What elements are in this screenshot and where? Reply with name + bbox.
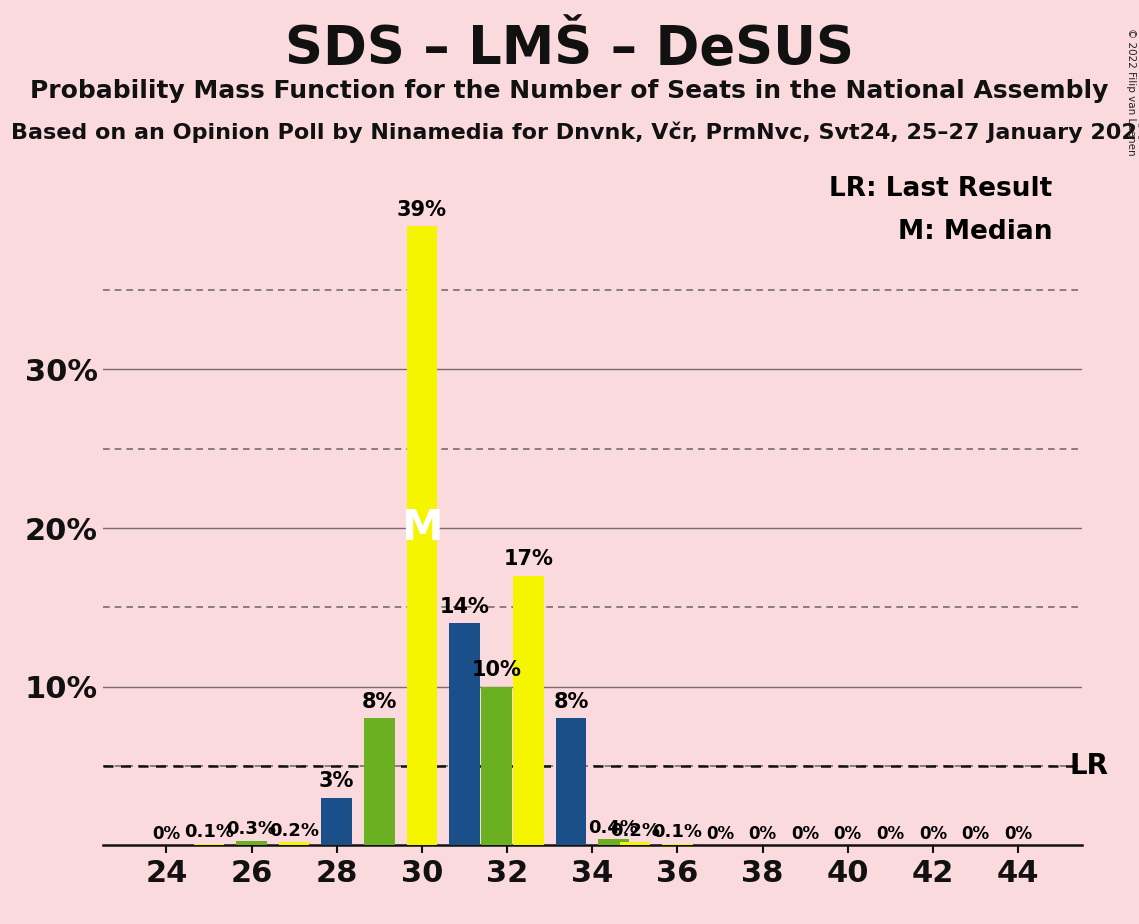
- Bar: [513, 576, 543, 845]
- Bar: [620, 843, 650, 845]
- Bar: [364, 719, 395, 845]
- Text: 8%: 8%: [554, 692, 589, 712]
- Text: 0%: 0%: [706, 825, 735, 843]
- Text: 14%: 14%: [440, 597, 490, 617]
- Text: M: Median: M: Median: [898, 219, 1052, 245]
- Bar: [407, 226, 437, 845]
- Text: 0.4%: 0.4%: [589, 819, 639, 837]
- Text: Based on an Opinion Poll by Ninamedia for Dnvnk, Včr, PrmNvc, Svt24, 25–27 Janua: Based on an Opinion Poll by Ninamedia fo…: [11, 122, 1139, 143]
- Text: 0.2%: 0.2%: [269, 822, 319, 840]
- Text: 3%: 3%: [319, 772, 354, 792]
- Text: 0%: 0%: [834, 825, 862, 843]
- Bar: [662, 844, 693, 845]
- Text: Probability Mass Function for the Number of Seats in the National Assembly: Probability Mass Function for the Number…: [31, 79, 1108, 103]
- Text: 0%: 0%: [876, 825, 904, 843]
- Bar: [598, 839, 629, 845]
- Text: © 2022 Filip van Laenen: © 2022 Filip van Laenen: [1125, 28, 1136, 155]
- Text: SDS – LMŠ – DeSUS: SDS – LMŠ – DeSUS: [285, 23, 854, 75]
- Text: 8%: 8%: [362, 692, 398, 712]
- Bar: [556, 719, 587, 845]
- Bar: [279, 843, 310, 845]
- Bar: [194, 844, 224, 845]
- Text: LR: LR: [1070, 752, 1108, 780]
- Text: 0%: 0%: [748, 825, 777, 843]
- Text: LR: Last Result: LR: Last Result: [829, 176, 1052, 201]
- Text: M: M: [401, 507, 443, 549]
- Text: 0.1%: 0.1%: [185, 823, 233, 842]
- Bar: [481, 687, 511, 845]
- Bar: [449, 624, 480, 845]
- Text: 0%: 0%: [1005, 825, 1032, 843]
- Text: 10%: 10%: [472, 661, 522, 680]
- Text: 0.3%: 0.3%: [227, 821, 277, 838]
- Bar: [321, 797, 352, 845]
- Text: 0%: 0%: [153, 825, 180, 843]
- Text: 17%: 17%: [503, 549, 554, 569]
- Text: 0.1%: 0.1%: [653, 823, 703, 842]
- Text: 39%: 39%: [396, 201, 446, 220]
- Bar: [236, 841, 267, 845]
- Text: 0.2%: 0.2%: [609, 822, 659, 840]
- Text: 0%: 0%: [961, 825, 990, 843]
- Text: 0%: 0%: [919, 825, 947, 843]
- Text: 0%: 0%: [792, 825, 819, 843]
